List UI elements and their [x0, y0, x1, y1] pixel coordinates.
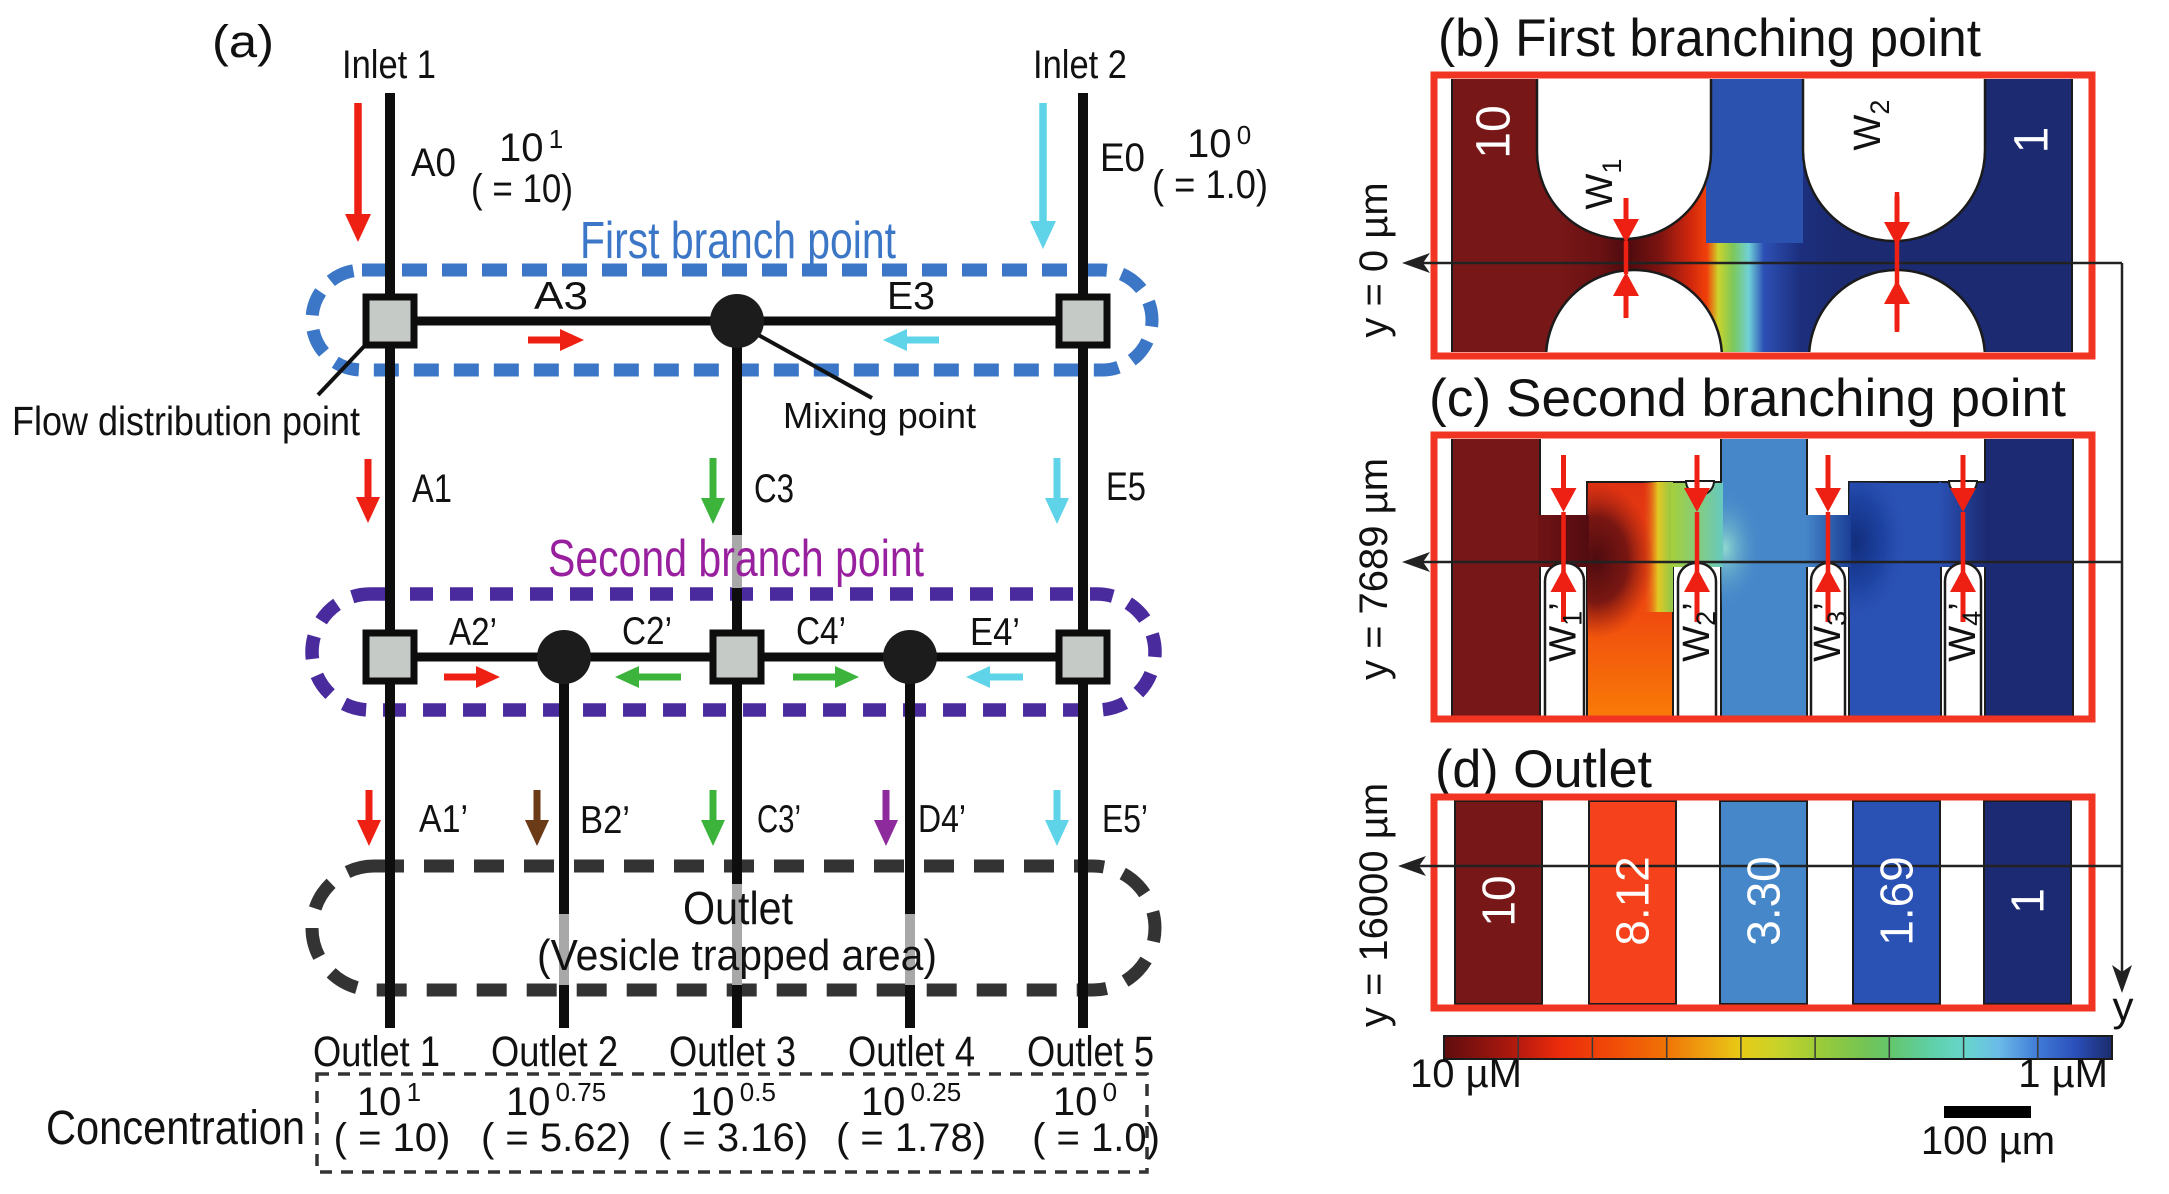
svg-text:B2’: B2’	[580, 799, 630, 842]
svg-text:8.12: 8.12	[1607, 856, 1659, 946]
svg-text:Outlet 5: Outlet 5	[1027, 1028, 1154, 1076]
svg-text:(Vesicle trapped area): (Vesicle trapped area)	[537, 931, 937, 980]
svg-text:10: 10	[1468, 105, 1521, 158]
svg-text:E3: E3	[887, 275, 935, 318]
svg-text:A1: A1	[412, 467, 452, 511]
svg-text:( = 10): ( = 10)	[334, 1116, 451, 1160]
svg-text:10 0: 10 0	[1187, 120, 1251, 166]
svg-text:y = 16000 µm: y = 16000 µm	[1352, 783, 1396, 1027]
svg-text:(b) First branching point: (b) First branching point	[1438, 9, 1981, 68]
svg-text:3.30: 3.30	[1738, 856, 1790, 946]
svg-text:y = 7689 µm: y = 7689 µm	[1352, 458, 1396, 680]
svg-text:( = 10): ( = 10)	[471, 167, 573, 211]
svg-text:Outlet 2: Outlet 2	[491, 1028, 618, 1076]
svg-text:10: 10	[1473, 875, 1525, 926]
svg-text:A0: A0	[411, 141, 456, 185]
svg-text:A1’: A1’	[419, 798, 468, 841]
svg-text:Inlet 1: Inlet 1	[342, 43, 436, 87]
svg-text:W4’: W4’	[1942, 602, 1987, 661]
svg-text:(a): (a)	[212, 16, 274, 67]
svg-text:1.69: 1.69	[1871, 856, 1923, 946]
svg-text:E0: E0	[1100, 136, 1145, 180]
svg-text:y: y	[2113, 983, 2134, 1030]
svg-text:10 0.5: 10 0.5	[690, 1077, 776, 1124]
svg-text:Inlet 2: Inlet 2	[1033, 43, 1127, 87]
svg-text:C4’: C4’	[796, 610, 846, 653]
svg-text:(c) Second branching point: (c) Second branching point	[1429, 369, 2066, 428]
svg-text:Outlet 1: Outlet 1	[313, 1028, 440, 1076]
svg-text:(d) Outlet: (d) Outlet	[1435, 740, 1652, 799]
svg-text:C3’: C3’	[757, 798, 801, 841]
svg-text:y = 0 µm: y = 0 µm	[1352, 182, 1396, 337]
svg-text:1 µM: 1 µM	[2018, 1052, 2108, 1096]
svg-text:( = 1.78): ( = 1.78)	[836, 1116, 986, 1160]
svg-text:A3: A3	[534, 275, 588, 318]
svg-text:D4’: D4’	[918, 798, 966, 841]
svg-text:Outlet: Outlet	[683, 882, 793, 934]
svg-text:Concentration: Concentration	[46, 1102, 305, 1155]
svg-text:Outlet 3: Outlet 3	[669, 1028, 796, 1076]
svg-text:A2’: A2’	[449, 611, 497, 654]
svg-text:Mixing point: Mixing point	[783, 395, 976, 436]
svg-text:( = 5.62): ( = 5.62)	[481, 1116, 631, 1160]
svg-text:1: 1	[2002, 888, 2054, 914]
svg-text:E5: E5	[1106, 465, 1146, 509]
svg-text:Outlet 4: Outlet 4	[848, 1028, 975, 1076]
svg-text:C3: C3	[754, 467, 794, 511]
svg-text:1: 1	[2006, 127, 2059, 154]
svg-text:W1’: W1’	[1543, 602, 1588, 661]
svg-text:E4’: E4’	[970, 611, 1020, 654]
svg-text:First branch point: First branch point	[580, 212, 896, 270]
svg-text:Flow distribution point: Flow distribution point	[12, 398, 361, 444]
svg-text:Second branch point: Second branch point	[548, 530, 924, 588]
svg-text:( = 1.0): ( = 1.0)	[1152, 163, 1268, 207]
svg-text:100 µm: 100 µm	[1921, 1119, 2055, 1163]
svg-text:W2’: W2’	[1676, 602, 1721, 661]
svg-text:10 µM: 10 µM	[1410, 1052, 1522, 1096]
svg-text:E5’: E5’	[1102, 798, 1148, 841]
svg-text:( = 1.0): ( = 1.0)	[1032, 1116, 1160, 1160]
svg-text:C2’: C2’	[622, 610, 672, 653]
svg-text:W3’: W3’	[1807, 602, 1852, 661]
svg-text:( = 3.16): ( = 3.16)	[658, 1116, 808, 1160]
svg-text:W1: W1	[1579, 159, 1627, 210]
